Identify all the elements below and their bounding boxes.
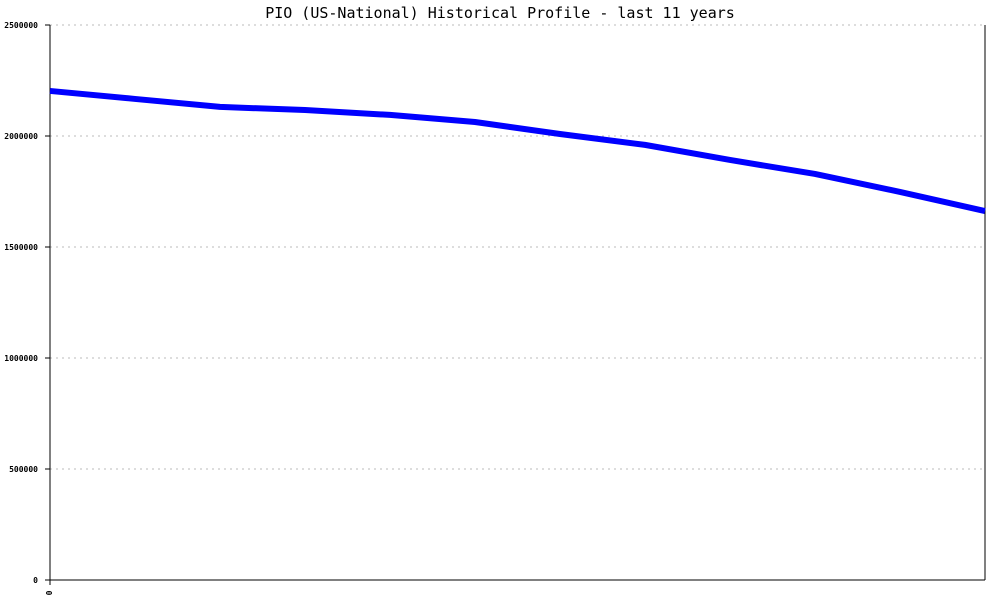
y-tick-label: 2000000 <box>4 132 38 141</box>
y-tick-label: 1500000 <box>4 243 38 252</box>
series-line <box>49 87 986 214</box>
x-tick-label: 0 <box>45 590 54 595</box>
chart-title: PIO (US-National) Historical Profile - l… <box>265 4 735 22</box>
y-tick-label: 2500000 <box>4 21 38 30</box>
y-tick-label: 1000000 <box>4 354 38 363</box>
y-tick-label: 500000 <box>9 465 38 474</box>
y-tick-label: 0 <box>33 576 38 585</box>
